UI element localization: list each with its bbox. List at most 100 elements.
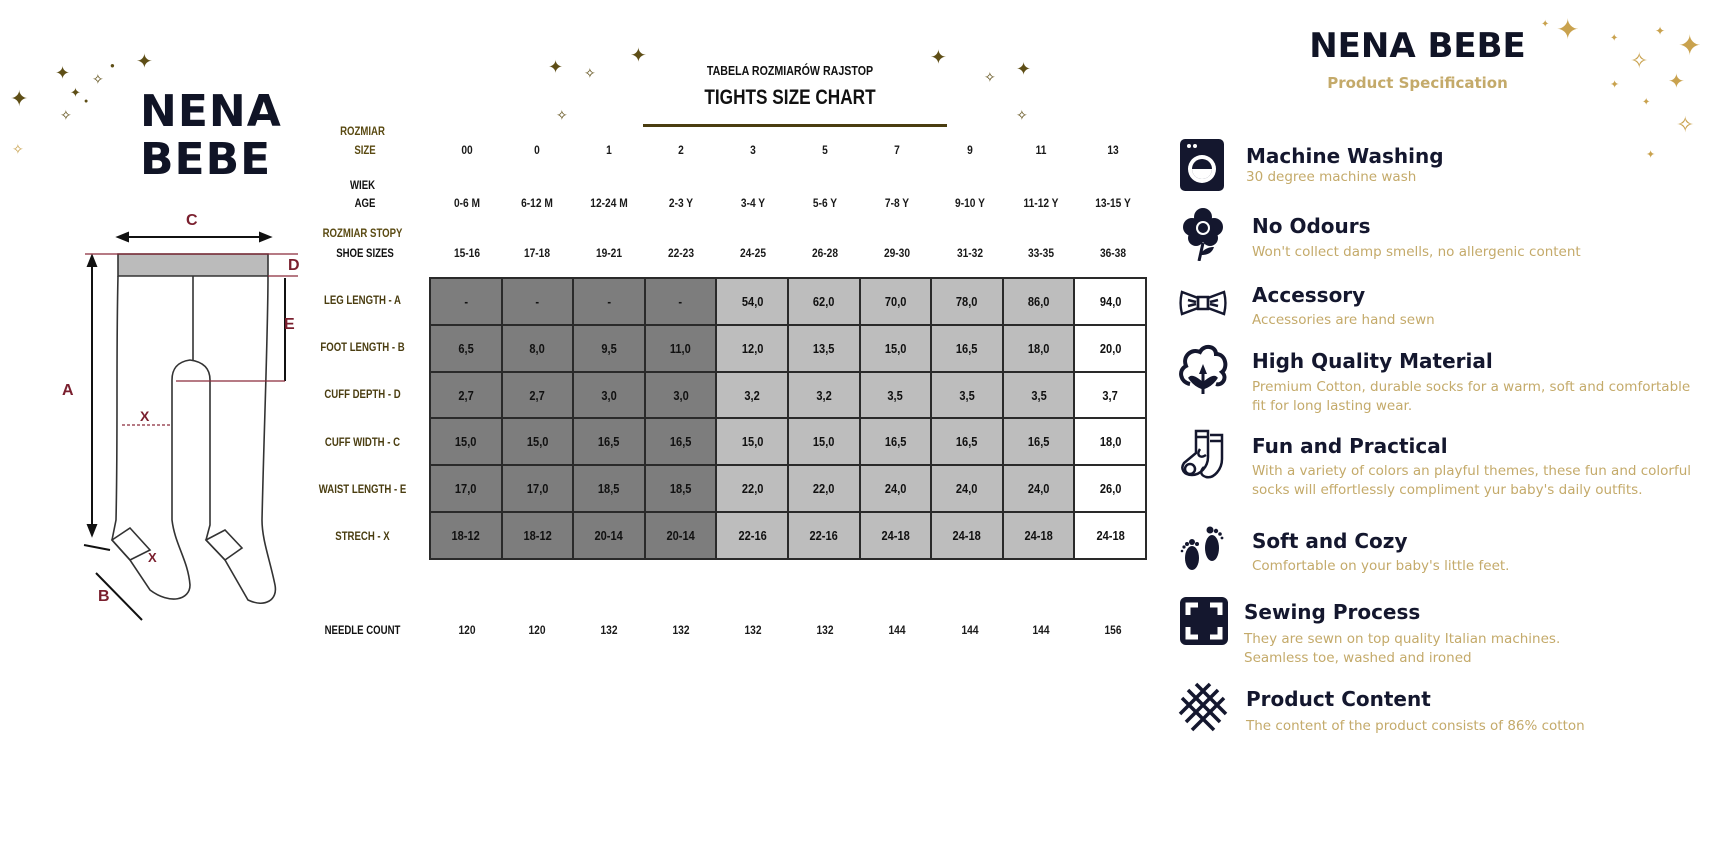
- table-cell: 3,7: [1075, 372, 1145, 418]
- header-value: 31-32: [956, 246, 984, 260]
- cell-value: 26,0: [1099, 481, 1121, 497]
- spec-item-description: Comfortable on your baby's little feet.: [1252, 558, 1510, 574]
- diagram-label-x-foot: X: [148, 550, 157, 565]
- table-cell: 24,0: [932, 466, 1002, 512]
- star-icon: ✧: [1016, 107, 1028, 123]
- star-icon: ✦: [548, 57, 564, 77]
- spec-item-title: Fun and Practical: [1252, 434, 1448, 458]
- cell-value: 18-12: [523, 528, 552, 544]
- table-cell: 3,5: [932, 372, 1002, 418]
- cell-value: 2,7: [529, 387, 546, 403]
- spec-brand-logo: NENA BEBE: [1309, 26, 1526, 66]
- cell-value: 18,0: [1099, 434, 1121, 450]
- washing-machine-icon: [1178, 137, 1228, 191]
- header-value: 29-30: [883, 246, 911, 260]
- table-cell: 3,5: [860, 372, 931, 418]
- spec-item-description: The content of the product consists of 8…: [1246, 718, 1585, 734]
- star-icon: ✧: [584, 65, 596, 81]
- star-icon: ✦: [70, 85, 81, 100]
- table-cell: 3,2: [717, 372, 787, 418]
- cell-value: 3,5: [959, 387, 975, 403]
- header-value: 24-25: [739, 246, 767, 260]
- table-cell: 16,5: [574, 419, 644, 465]
- cell-value: 15,0: [741, 434, 763, 450]
- footprints-icon: [1178, 522, 1228, 576]
- table-cell: 18-12: [502, 513, 573, 558]
- table-cell: 16,5: [932, 419, 1002, 465]
- table-cell: 18,0: [1075, 419, 1145, 465]
- needle-count-label: NEEDLE COUNT: [324, 623, 401, 637]
- cell-value: -: [463, 293, 468, 309]
- table-cell: 2,7: [431, 372, 501, 418]
- table-cell: 3,2: [788, 372, 859, 418]
- star-icon: ✧: [60, 107, 72, 123]
- cell-value: 16,5: [669, 434, 692, 450]
- cell-value: 22-16: [738, 528, 767, 544]
- cell-value: 8,0: [529, 340, 546, 356]
- header-value: 3: [750, 143, 756, 157]
- table-cell: 18,5: [574, 466, 644, 512]
- spec-item-description: Won't collect damp smells, no allergenic…: [1252, 244, 1581, 260]
- table-cell: 15,0: [788, 419, 859, 465]
- cell-value: 13,5: [813, 340, 835, 356]
- table-cell: 2,7: [502, 372, 573, 418]
- table-cell: 18,0: [1003, 325, 1074, 371]
- spec-item-description: Premium Cotton, durable socks for a warm…: [1252, 379, 1691, 395]
- needle-count-value: 132: [600, 623, 618, 637]
- cell-value: 62,0: [813, 293, 835, 309]
- table-cell: 24-18: [932, 513, 1002, 558]
- spec-item-description: Accessories are hand sewn: [1252, 312, 1435, 328]
- needle-count-value: 132: [744, 623, 762, 637]
- row-label: STRECH - X: [335, 529, 390, 543]
- header-value: 3-4 Y: [740, 196, 766, 210]
- spec-item-title: No Odours: [1252, 214, 1371, 238]
- table-cell: 16,5: [860, 419, 931, 465]
- cell-value: 3,5: [1030, 387, 1047, 403]
- spec-item-description: Seamless toe, washed and ironed: [1244, 650, 1472, 666]
- cell-value: 24,0: [1027, 481, 1050, 497]
- table-cell: 24-18: [860, 513, 931, 558]
- star-icon: ✦: [1016, 59, 1032, 79]
- cell-value: 15,0: [884, 340, 907, 356]
- star-icon: ✦: [136, 51, 153, 73]
- star-icon: ✧: [12, 141, 24, 157]
- needle-count-value: 156: [1104, 623, 1122, 637]
- table-cell: 16,5: [1003, 419, 1074, 465]
- header-value: 22-23: [667, 246, 695, 260]
- header-value: 0-6 M: [453, 196, 481, 210]
- star-icon: ✦: [1541, 19, 1550, 30]
- table-cell: -: [574, 279, 644, 324]
- cell-value: 9,5: [601, 340, 617, 356]
- table-cell: 15,0: [431, 419, 501, 465]
- table-cell: 94,0: [1075, 279, 1145, 324]
- star-icon: ●: [84, 98, 89, 105]
- spec-item-title: Product Content: [1246, 687, 1431, 711]
- table-cell: 3,0: [645, 372, 716, 418]
- table-cell: 20,0: [1075, 325, 1145, 371]
- table-cell: 3,5: [1003, 372, 1074, 418]
- table-cell: 3,0: [574, 372, 644, 418]
- needle-count-value: 132: [816, 623, 834, 637]
- cell-value: 22,0: [813, 481, 835, 497]
- table-cell: 15,0: [860, 325, 931, 371]
- star-icon: ✦: [55, 63, 71, 83]
- logo-line2: BEBE: [140, 134, 272, 185]
- cell-value: 16,5: [884, 434, 907, 450]
- diagram-label-d: D: [288, 257, 300, 274]
- spec-item-description: They are sewn on top quality Italian mac…: [1244, 631, 1561, 647]
- header-value: 2-3 Y: [668, 196, 694, 210]
- diagram-label-c: C: [186, 212, 198, 229]
- table-cell: 70,0: [860, 279, 931, 324]
- header-value: 9-10 Y: [955, 196, 985, 210]
- cell-value: 24,0: [956, 481, 978, 497]
- header-label-en: SIZE: [354, 143, 376, 157]
- header-value: 6-12 M: [521, 196, 553, 210]
- header-label-en: AGE: [354, 196, 376, 210]
- header-label-pl: ROZMIAR: [340, 124, 385, 138]
- star-icon: ✦: [1556, 14, 1580, 45]
- mesh-icon: [1178, 680, 1228, 734]
- table-cell: 15,0: [717, 419, 787, 465]
- chart-title-en: TIGHTS SIZE CHART: [704, 86, 876, 109]
- header-label-pl: WIEK: [349, 178, 376, 192]
- cell-value: 18,5: [598, 481, 620, 497]
